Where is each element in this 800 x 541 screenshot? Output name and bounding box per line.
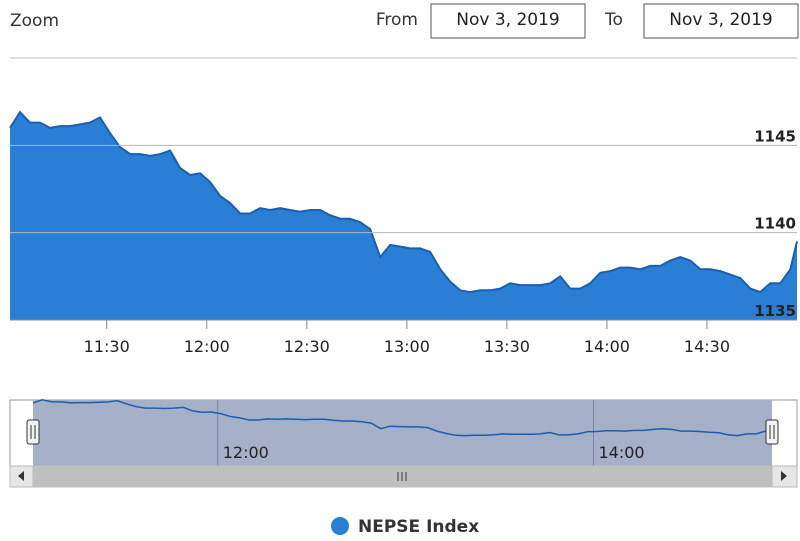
- y-tick-label: 1140: [754, 215, 796, 233]
- navigator-tick-label: 14:00: [599, 443, 645, 462]
- to-label: To: [604, 10, 623, 30]
- navigator-handle[interactable]: [765, 419, 779, 445]
- legend-label: NEPSE Index: [358, 517, 479, 537]
- scrollbar-grip: [397, 472, 407, 481]
- x-tick-label: 13:30: [484, 337, 530, 356]
- navigator-selection[interactable]: [33, 400, 772, 466]
- legend-marker: [331, 517, 349, 535]
- x-tick-label: 12:30: [284, 337, 330, 356]
- right-arrow: [781, 471, 787, 481]
- x-tick-label: 14:00: [584, 337, 630, 356]
- zoom-label: Zoom: [10, 11, 59, 31]
- x-tick-label: 12:00: [184, 337, 230, 356]
- scrollbar: [9, 465, 798, 488]
- legend[interactable]: NEPSE Index: [331, 517, 479, 537]
- navigator-line: [32, 399, 773, 437]
- from-date: Nov 3, 2019: [456, 10, 559, 30]
- navigator-handle-grip: [30, 425, 36, 439]
- to-date: Nov 3, 2019: [669, 10, 772, 30]
- x-tick-label: 11:30: [84, 337, 130, 356]
- area-line: [9, 110, 798, 294]
- left-arrow: [18, 471, 24, 481]
- area-fill: [10, 112, 797, 320]
- navigator-tick-label: 12:00: [223, 443, 269, 462]
- x-tick-label: 13:00: [384, 337, 430, 356]
- navigator-handle-grip: [769, 425, 775, 439]
- plot-area: 1135 1140 1145 11:30 12:00 12:30 13:00 13:30 14:…: [9, 110, 798, 356]
- navigator-handle[interactable]: [26, 419, 40, 445]
- y-tick-label: 1145: [754, 127, 796, 145]
- navigator: 12:00 14:00: [9, 399, 798, 467]
- from-label: From: [376, 10, 418, 30]
- x-tick-label: 14:30: [684, 337, 730, 356]
- from-input[interactable]: [430, 3, 586, 39]
- y-tick-label: 1135: [754, 302, 796, 320]
- to-input[interactable]: [643, 3, 799, 39]
